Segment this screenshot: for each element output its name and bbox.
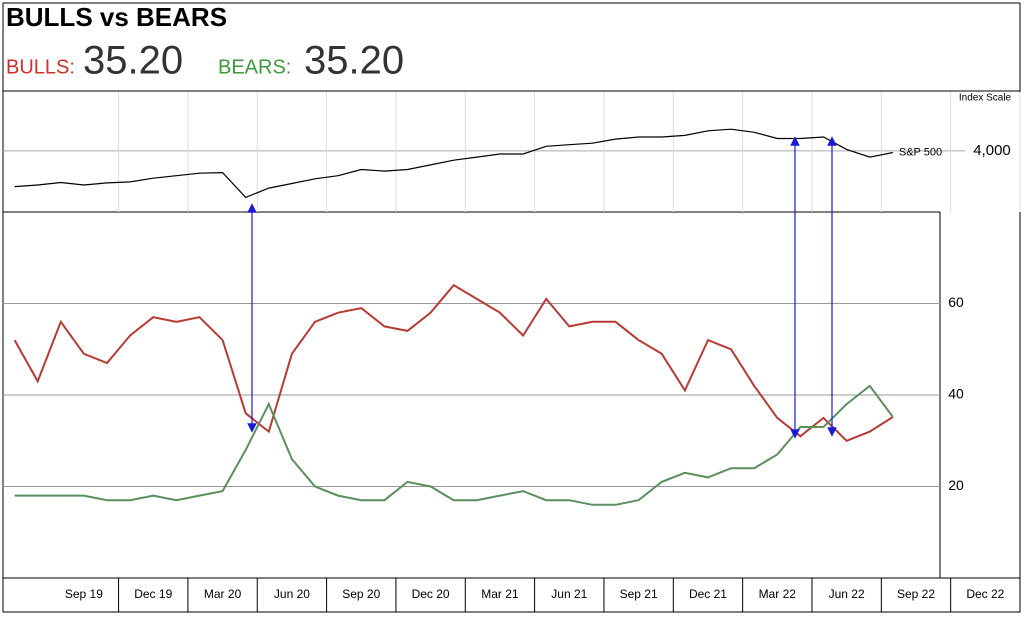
bears-value: 35.20 [304, 39, 404, 83]
bears-label: BEARS: [218, 56, 291, 78]
bulls-value: 35.20 [83, 39, 183, 83]
x-tick-label: Jun 22 [829, 587, 865, 601]
x-tick-label: Dec 22 [966, 587, 1004, 601]
x-tick-label: Sep 22 [897, 587, 935, 601]
x-tick-label: Jun 21 [551, 587, 587, 601]
y-tick-label: 40 [948, 386, 964, 402]
x-tick-label: Mar 20 [204, 587, 242, 601]
annotation-arrows [247, 136, 837, 439]
axis-label: Index Scale [959, 93, 1012, 104]
y-tick-label: 60 [948, 294, 964, 310]
x-tick-label: Dec 21 [689, 587, 727, 601]
series-line [14, 128, 894, 199]
series-label: S&P 500 [899, 146, 942, 158]
frame [2, 2, 1021, 613]
x-tick-label: Mar 21 [481, 587, 519, 601]
plot: 4,000 S&P 500 20 40 60 Sep 19 Dec 19 Mar 20 Jun … [3, 92, 1021, 612]
x-tick-label: Dec 19 [134, 587, 172, 601]
y-tick-label: 20 [948, 477, 964, 493]
title: BULLS vs BEARS [6, 2, 227, 32]
x-tick-label: Mar 22 [759, 587, 797, 601]
series-line [14, 384, 894, 506]
x-tick-label: Sep 20 [342, 587, 380, 601]
bulls-label: BULLS: [6, 56, 75, 78]
x-tick-label: Jun 20 [274, 587, 310, 601]
y-tick-label: 4,000 [973, 142, 1011, 159]
x-tick-label: Dec 20 [412, 587, 450, 601]
x-tick-label: Sep 19 [65, 587, 103, 601]
series-line [13, 283, 894, 442]
x-tick-label: Sep 21 [620, 587, 658, 601]
